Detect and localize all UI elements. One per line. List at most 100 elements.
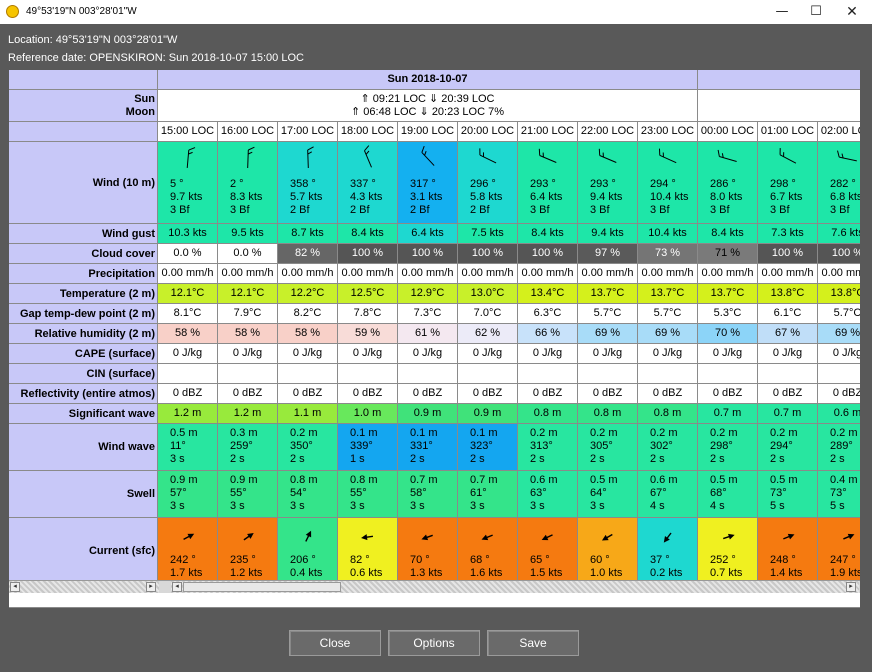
windwave-cell: 0.1 m 331° 2 s bbox=[398, 424, 458, 471]
wind-speed: 10.4 kts bbox=[650, 191, 689, 203]
row-label-swell: Swell bbox=[9, 471, 158, 518]
forecast-table-viewport[interactable]: Sun Moon Sun 2018-10-07 ⇑ 09:21 LOC ⇓ 20:39… bbox=[9, 70, 860, 608]
windwave-h: 0.5 m bbox=[170, 427, 198, 439]
windwave-p: 2 s bbox=[410, 453, 425, 465]
wind-dir: 5 ° bbox=[170, 178, 184, 190]
current-d: 235 ° bbox=[230, 554, 256, 566]
swell-h: 0.7 m bbox=[410, 474, 438, 486]
windwave-d: 305° bbox=[590, 440, 613, 452]
wind-bf: 2 Bf bbox=[410, 204, 430, 216]
rh-cell: 70 % bbox=[698, 324, 758, 344]
wind-dir: 298 ° bbox=[770, 178, 796, 190]
wind-barb-icon bbox=[186, 147, 196, 169]
windwave-p: 1 s bbox=[350, 453, 365, 465]
wind-speed: 3.1 kts bbox=[410, 191, 443, 203]
windwave-h: 0.2 m bbox=[530, 427, 558, 439]
swell-cell: 0.6 m 63° 3 s bbox=[518, 471, 578, 518]
options-button[interactable]: Options bbox=[388, 630, 480, 656]
refl-cell: 0 dBZ bbox=[638, 384, 698, 404]
gust-cell: 10.3 kts bbox=[158, 224, 218, 244]
current-d: 242 ° bbox=[170, 554, 196, 566]
cape-cell: 0 J/kg bbox=[698, 344, 758, 364]
wind-cell: 358 ° 5.7 kts 2 Bf bbox=[278, 142, 338, 224]
windwave-d: 313° bbox=[530, 440, 553, 452]
gap-cell: 5.7°C bbox=[818, 304, 860, 324]
windwave-p: 2 s bbox=[530, 453, 545, 465]
gust-cell: 10.4 kts bbox=[638, 224, 698, 244]
minimize-button[interactable]: — bbox=[775, 4, 789, 19]
cloud-cell: 71 % bbox=[698, 244, 758, 264]
window-title: 49°53'19"N 003°28'01"W bbox=[26, 6, 137, 17]
rh-cell: 69 % bbox=[818, 324, 860, 344]
close-window-button[interactable]: ✕ bbox=[846, 4, 858, 20]
wind-barb-icon bbox=[307, 146, 314, 169]
wind-cell: 293 ° 9.4 kts 3 Bf bbox=[578, 142, 638, 224]
sigwave-cell: 0.6 m bbox=[818, 404, 860, 424]
wind-bf: 3 Bf bbox=[650, 204, 670, 216]
windwave-p: 2 s bbox=[470, 453, 485, 465]
cin-cell bbox=[398, 364, 458, 384]
swell-d: 63° bbox=[530, 487, 547, 499]
wind-speed: 5.7 kts bbox=[290, 191, 323, 203]
horizontal-scrollbars[interactable]: ◂ ▸ ◂ ▸ bbox=[9, 580, 860, 593]
wind-barb-icon bbox=[779, 148, 797, 164]
time-header: 00:00 LOC bbox=[698, 122, 758, 142]
windwave-p: 2 s bbox=[830, 453, 845, 465]
gust-cell: 7.3 kts bbox=[758, 224, 818, 244]
gust-cell: 9.5 kts bbox=[218, 224, 278, 244]
swell-p: 3 s bbox=[470, 500, 485, 512]
precip-cell: 0.00 mm/h bbox=[458, 264, 518, 284]
rh-cell: 67 % bbox=[758, 324, 818, 344]
current-s: 1.6 kts bbox=[470, 567, 503, 579]
current-d: 206 ° bbox=[290, 554, 316, 566]
windwave-h: 0.2 m bbox=[830, 427, 858, 439]
scroll-left-arrow-icon[interactable]: ◂ bbox=[10, 582, 20, 592]
refl-cell: 0 dBZ bbox=[338, 384, 398, 404]
time-header: 01:00 LOC bbox=[758, 122, 818, 142]
wind-speed: 4.3 kts bbox=[350, 191, 383, 203]
cape-cell: 0 J/kg bbox=[218, 344, 278, 364]
data-scrollbar-thumb[interactable] bbox=[183, 582, 341, 592]
day-header: Sun 2018-10-07 bbox=[158, 70, 698, 90]
time-header: 17:00 LOC bbox=[278, 122, 338, 142]
wind-barb-icon bbox=[538, 148, 557, 163]
wind-cell: 296 ° 5.8 kts 2 Bf bbox=[458, 142, 518, 224]
gap-cell: 7.9°C bbox=[218, 304, 278, 324]
wind-dir: 282 ° bbox=[830, 178, 856, 190]
save-button[interactable]: Save bbox=[487, 630, 579, 656]
windwave-p: 2 s bbox=[650, 453, 665, 465]
windwave-h: 0.1 m bbox=[470, 427, 498, 439]
close-button[interactable]: Close bbox=[289, 630, 381, 656]
row-label-cloud: Cloud cover bbox=[9, 244, 158, 264]
maximize-button[interactable]: ☐ bbox=[810, 4, 822, 19]
precip-cell: 0.00 mm/h bbox=[578, 264, 638, 284]
wind-barb-icon bbox=[364, 145, 372, 168]
scroll-right-arrow-icon[interactable]: ▸ bbox=[146, 582, 156, 592]
data-scroll-left-arrow-icon[interactable]: ◂ bbox=[172, 582, 182, 592]
cin-cell bbox=[458, 364, 518, 384]
wind-dir: 293 ° bbox=[530, 178, 556, 190]
cape-cell: 0 J/kg bbox=[518, 344, 578, 364]
windwave-h: 0.1 m bbox=[410, 427, 438, 439]
swell-d: 61° bbox=[470, 487, 487, 499]
current-s: 1.7 kts bbox=[170, 567, 203, 579]
windwave-p: 3 s bbox=[170, 453, 185, 465]
label-column-scrollbar[interactable]: ◂ ▸ bbox=[9, 581, 159, 593]
cape-cell: 0 J/kg bbox=[278, 344, 338, 364]
time-header: 20:00 LOC bbox=[458, 122, 518, 142]
data-scrollbar-track[interactable]: ◂ ▸ bbox=[171, 581, 859, 593]
swell-cell: 0.7 m 61° 3 s bbox=[458, 471, 518, 518]
wind-dir: 317 ° bbox=[410, 178, 436, 190]
wind-bf: 3 Bf bbox=[530, 204, 550, 216]
wind-cell: 337 ° 4.3 kts 2 Bf bbox=[338, 142, 398, 224]
rh-cell: 58 % bbox=[278, 324, 338, 344]
data-scroll-right-arrow-icon[interactable]: ▸ bbox=[846, 582, 856, 592]
windwave-cell: 0.2 m 350° 2 s bbox=[278, 424, 338, 471]
refl-cell: 0 dBZ bbox=[518, 384, 578, 404]
temp-cell: 13.8°C bbox=[758, 284, 818, 304]
cape-cell: 0 J/kg bbox=[338, 344, 398, 364]
sun-moon-times: ⇑ 09:21 LOC ⇓ 20:39 LOC ⇑ 06:48 LOC ⇓ 20:… bbox=[158, 90, 698, 122]
current-arrow-icon bbox=[723, 533, 735, 540]
refl-cell: 0 dBZ bbox=[218, 384, 278, 404]
swell-h: 0.5 m bbox=[710, 474, 738, 486]
